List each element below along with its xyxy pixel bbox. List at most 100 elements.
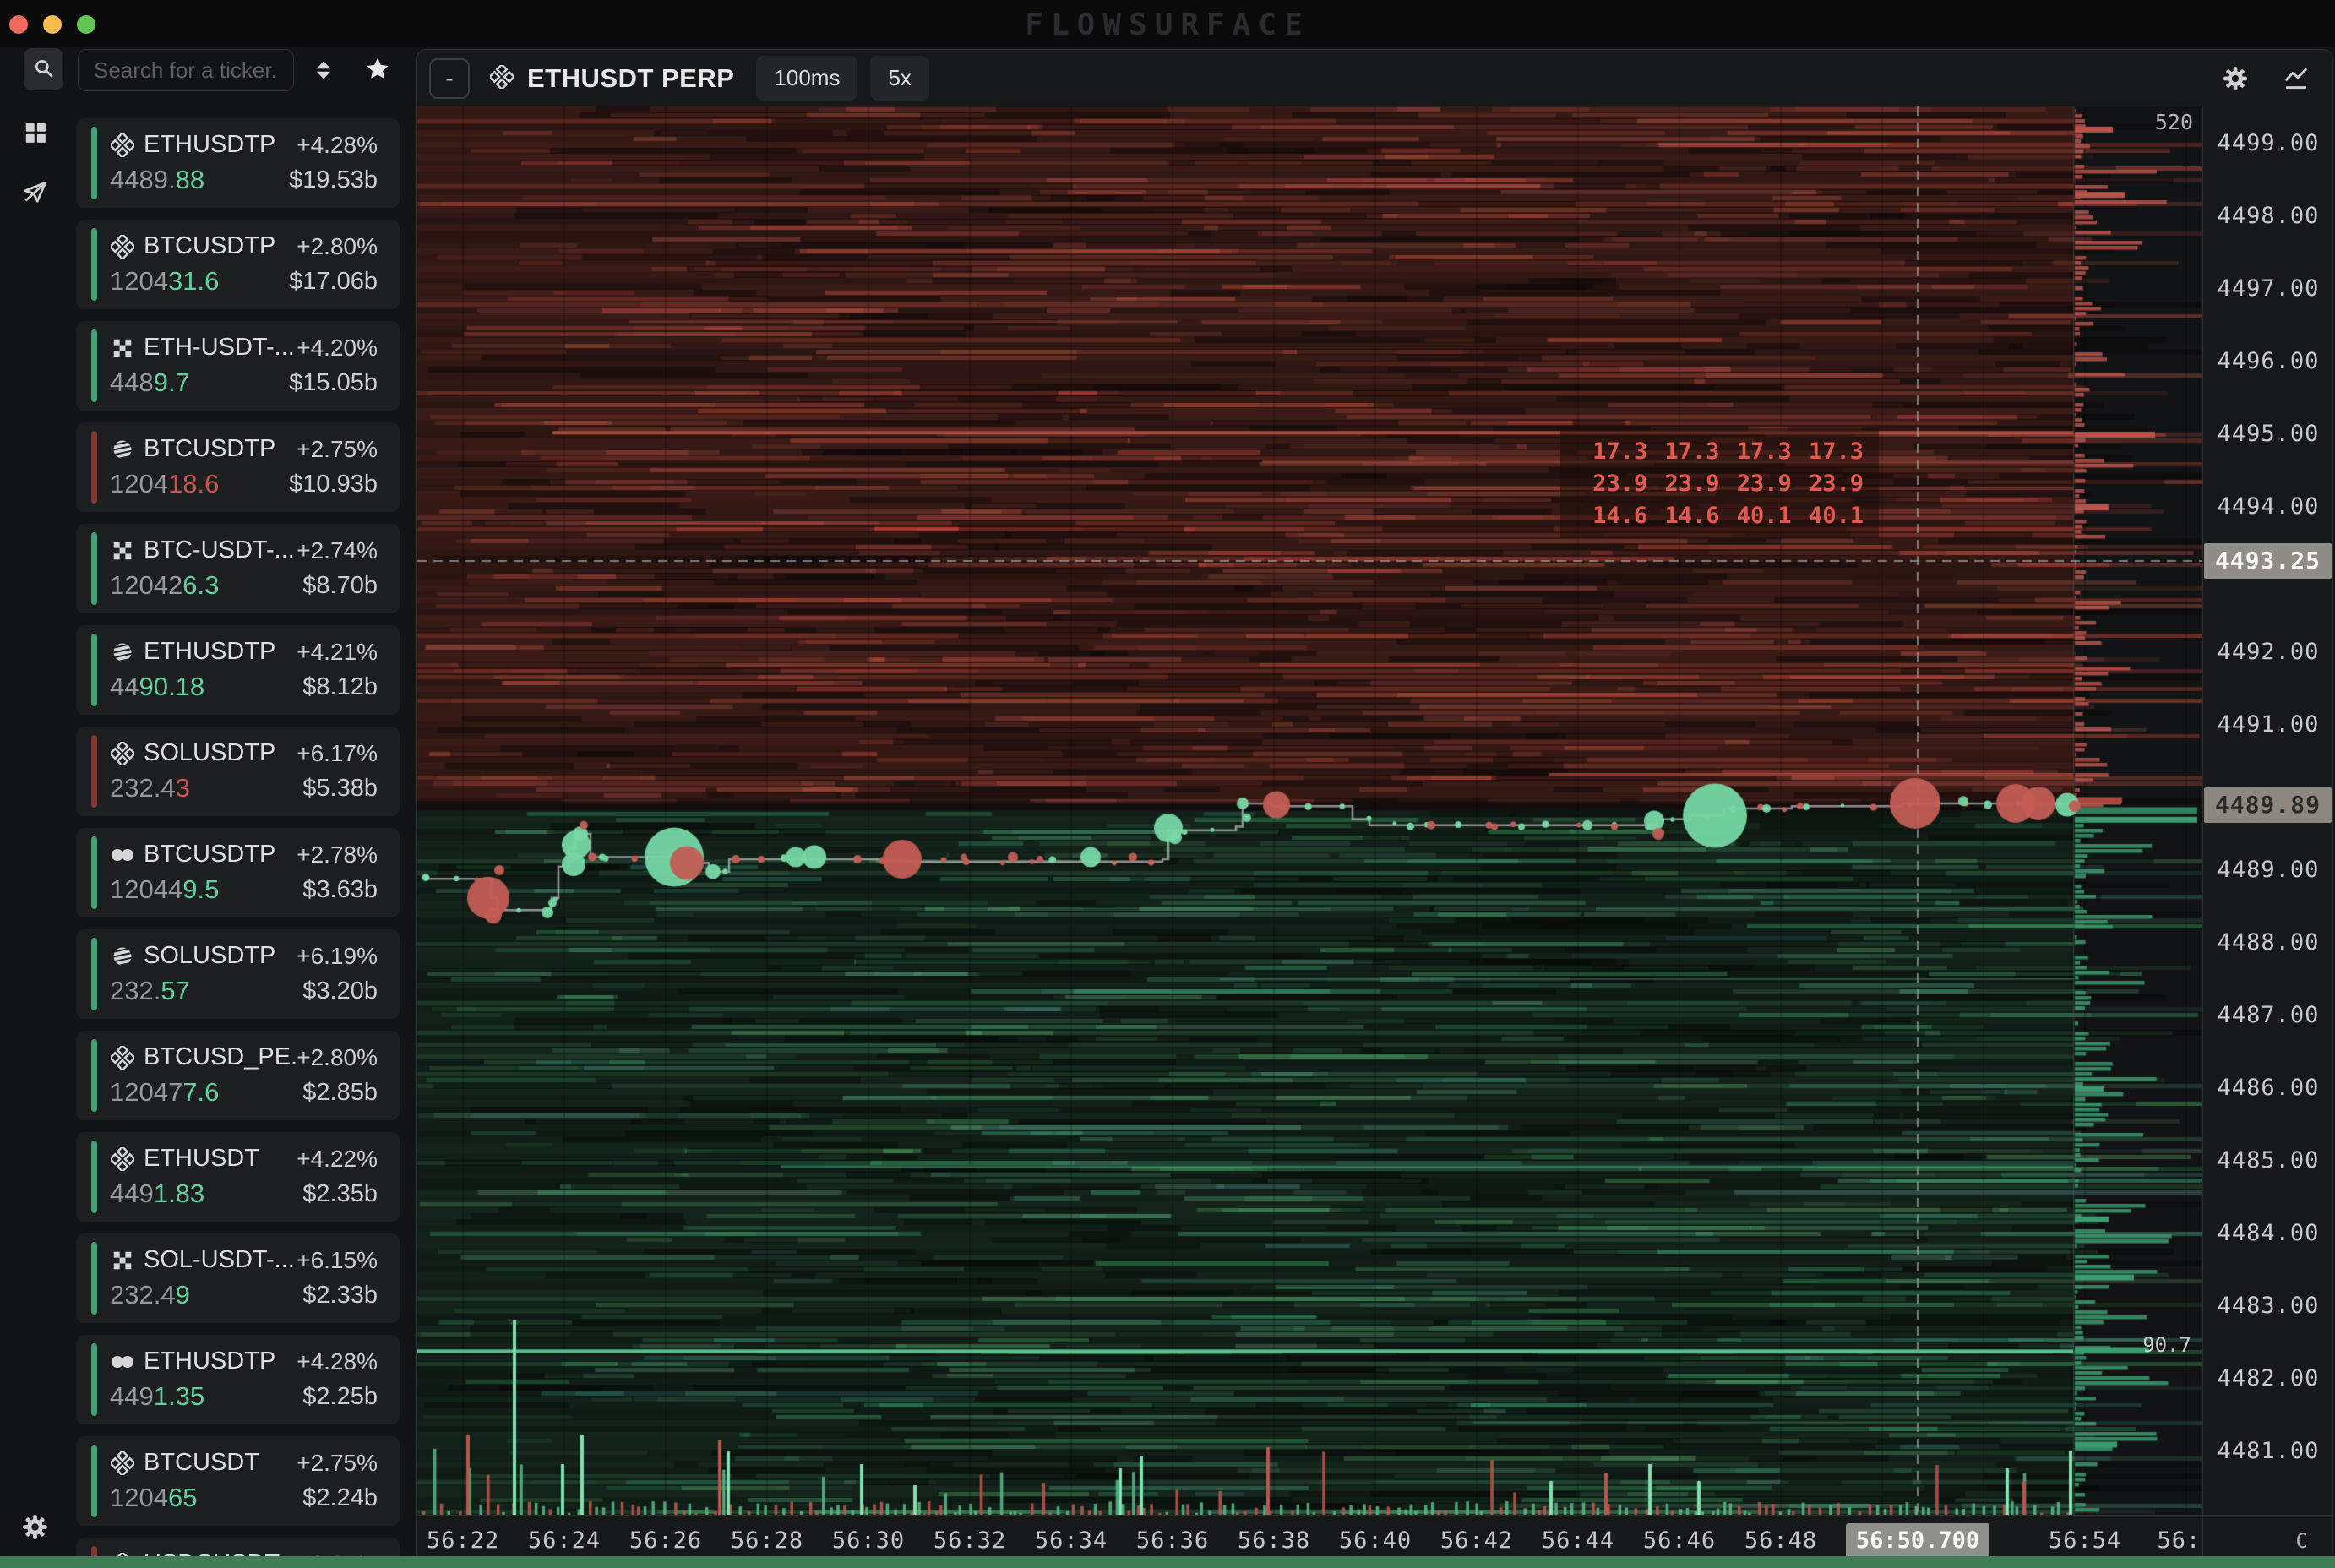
ticker-volume: $2.35b bbox=[302, 1179, 378, 1207]
ticker-price: 120449.5 bbox=[110, 874, 220, 904]
ticker-symbol: BTCUSDTP bbox=[110, 435, 275, 463]
app-title: FLOWSURFACE bbox=[1025, 8, 1310, 42]
ticker-card[interactable]: SOL-USDT-... +6.15% 232.49 $2.33b bbox=[76, 1233, 400, 1323]
ticker-accent-bar bbox=[91, 1242, 97, 1315]
heatmap-canvas[interactable] bbox=[417, 106, 2202, 1515]
close-window-button[interactable] bbox=[9, 15, 28, 34]
time-tick-label: 56:5 bbox=[2157, 1527, 2202, 1554]
ticker-symbol: ETHUSDTP bbox=[110, 638, 275, 666]
ticker-change-pct: +2.80% bbox=[297, 232, 378, 259]
ticker-card[interactable]: SOLUSDTP +6.19% 232.57 $3.20b bbox=[76, 929, 400, 1019]
price-tick-label: 4494.00 bbox=[2217, 493, 2320, 520]
binance-exchange-icon bbox=[110, 1045, 135, 1070]
ticker-card[interactable]: ETHUSDTP +4.21% 4490.18 $8.12b bbox=[76, 625, 400, 715]
ticker-accent-bar bbox=[91, 329, 97, 402]
ticker-price: 4491.35 bbox=[110, 1381, 205, 1411]
ticker-symbol: ETHUSDTP bbox=[110, 1348, 275, 1375]
settings-gear-icon[interactable] bbox=[20, 1512, 50, 1542]
search-input[interactable] bbox=[78, 49, 294, 91]
ticker-change-pct: +2.75% bbox=[297, 435, 378, 462]
ticker-accent-bar bbox=[91, 532, 97, 605]
time-tick-label: 56:44 bbox=[1541, 1527, 1615, 1554]
ticker-symbol: BTCUSD_PE... bbox=[110, 1043, 297, 1071]
search-button[interactable] bbox=[24, 48, 63, 90]
price-tick-label: 4488.00 bbox=[2217, 929, 2320, 956]
ticker-symbol: SOLUSDTP bbox=[110, 942, 275, 970]
ticker-change-pct: +4.22% bbox=[297, 1145, 378, 1172]
price-tick-label: 4484.00 bbox=[2217, 1220, 2320, 1246]
ticker-price: 120426.3 bbox=[110, 570, 220, 600]
ticker-accent-bar bbox=[91, 1445, 97, 1517]
ticker-price: 232.49 bbox=[110, 1280, 190, 1309]
ticker-volume: $10.93b bbox=[289, 470, 378, 498]
price-tick-label: 4491.00 bbox=[2217, 711, 2320, 738]
depth-tooltip-value: 40.1 bbox=[1808, 502, 1864, 529]
ticker-card[interactable]: BTC-USDT-... +2.74% 120426.3 $8.70b bbox=[76, 524, 400, 613]
price-tick-label: 4486.00 bbox=[2217, 1075, 2320, 1101]
time-tick-label: 56:42 bbox=[1440, 1527, 1514, 1554]
ticker-card[interactable]: BTCUSDTP +2.80% 120431.6 $17.06b bbox=[76, 220, 400, 309]
layout-grid-icon[interactable] bbox=[23, 120, 48, 145]
time-tick-label: 56:22 bbox=[426, 1527, 500, 1554]
depth-tooltip-value: 17.3 bbox=[1808, 438, 1864, 465]
ticker-change-pct: +4.21% bbox=[297, 638, 378, 665]
collapse-sidebar-button[interactable]: - bbox=[429, 57, 470, 99]
chart-settings-gear-icon[interactable] bbox=[2221, 64, 2250, 93]
ticker-volume: $15.05b bbox=[289, 368, 378, 396]
okx-exchange-icon bbox=[110, 538, 135, 564]
time-tick-label: 56:26 bbox=[629, 1527, 703, 1554]
ticker-price: 4489.7 bbox=[110, 368, 190, 397]
plot-area: 520 90.7 17.3 17.3 17.3 17.3 23.9 23.9 23.9 23.… bbox=[417, 106, 2202, 1515]
chart-toolbar: - ETHUSDT PERP 100ms 5x bbox=[417, 50, 2332, 106]
ticker-card[interactable]: ETHUSDTP +4.28% 4489.88 $19.53b bbox=[76, 118, 400, 208]
chart-panel: - ETHUSDT PERP 100ms 5x 520 90.7 17.3 17.… bbox=[416, 49, 2333, 1566]
ticker-accent-bar bbox=[91, 431, 97, 504]
depth-tooltip-value: 17.3 bbox=[1592, 438, 1648, 465]
ticker-card[interactable]: ETH-USDT-... +4.20% 4489.7 $15.05b bbox=[76, 321, 400, 411]
depth-tooltip-value: 23.9 bbox=[1808, 470, 1864, 497]
ticker-symbol: ETH-USDT-... bbox=[110, 334, 295, 362]
zoom-window-button[interactable] bbox=[77, 15, 95, 34]
ticker-symbol: ETHUSDT bbox=[110, 1145, 259, 1173]
time-tick-label: 56:38 bbox=[1237, 1527, 1311, 1554]
ticker-change-pct: +6.17% bbox=[297, 739, 378, 766]
ticker-change-pct: +4.28% bbox=[297, 131, 378, 158]
price-tick-label: 4483.00 bbox=[2217, 1293, 2320, 1319]
ticker-card[interactable]: BTCUSD_PE... +2.80% 120477.6 $2.85b bbox=[76, 1031, 400, 1120]
ticker-card[interactable]: BTCUSDT +2.75% 120465 $2.24b bbox=[76, 1436, 400, 1526]
price-axis[interactable]: 4493.25 4489.89 4499.00 4498.00 4497.00 449… bbox=[2202, 106, 2332, 1515]
ticker-accent-bar bbox=[91, 735, 97, 808]
aggregation-button[interactable]: 5x bbox=[870, 56, 929, 101]
ticker-accent-bar bbox=[91, 228, 97, 301]
time-tick-label: 56:34 bbox=[1034, 1527, 1108, 1554]
ticker-card[interactable]: SOLUSDTP +6.17% 232.43 $5.38b bbox=[76, 727, 400, 816]
time-tick-label: 56:54 bbox=[2048, 1527, 2122, 1554]
ticker-volume: $3.20b bbox=[302, 977, 378, 1004]
ticker-price: 120431.6 bbox=[110, 266, 220, 296]
hyperliquid-exchange-icon bbox=[110, 842, 135, 868]
bybit-exchange-icon bbox=[110, 944, 135, 969]
favorites-star-icon[interactable] bbox=[364, 56, 391, 83]
minimize-window-button[interactable] bbox=[43, 15, 62, 34]
ticker-symbol: SOLUSDTP bbox=[110, 739, 275, 767]
ticker-accent-bar bbox=[91, 1141, 97, 1213]
ticker-card[interactable]: BTCUSDTP +2.78% 120449.5 $3.63b bbox=[76, 828, 400, 917]
binance-exchange-icon bbox=[110, 133, 135, 158]
timeframe-button[interactable]: 100ms bbox=[756, 56, 858, 101]
ticker-symbol: BTCUSDTP bbox=[110, 841, 275, 868]
app-window: ETHUSDTP +4.28% 4489.88 $19.53b BTCUSDTP +2.8… bbox=[0, 47, 2335, 1568]
price-tick-label: 4489.00 bbox=[2217, 857, 2320, 883]
ticker-price: 232.57 bbox=[110, 976, 190, 1005]
ticker-card[interactable]: ETHUSDT +4.22% 4491.83 $2.35b bbox=[76, 1132, 400, 1222]
sort-icon[interactable] bbox=[312, 58, 335, 82]
ticker-card[interactable]: ETHUSDTP +4.28% 4491.35 $2.25b bbox=[76, 1335, 400, 1424]
ticker-price: 4490.18 bbox=[110, 672, 205, 701]
ticker-accent-bar bbox=[91, 1343, 97, 1416]
ticker-change-pct: +2.78% bbox=[297, 841, 378, 868]
ticker-volume: $2.33b bbox=[302, 1281, 378, 1309]
alerts-muted-icon[interactable] bbox=[21, 177, 49, 205]
ticker-change-pct: +6.19% bbox=[297, 942, 378, 969]
ticker-card[interactable]: BTCUSDTP +2.75% 120418.6 $10.93b bbox=[76, 422, 400, 512]
indicators-icon[interactable] bbox=[2282, 64, 2311, 93]
time-tick-label: 56:30 bbox=[831, 1527, 906, 1554]
